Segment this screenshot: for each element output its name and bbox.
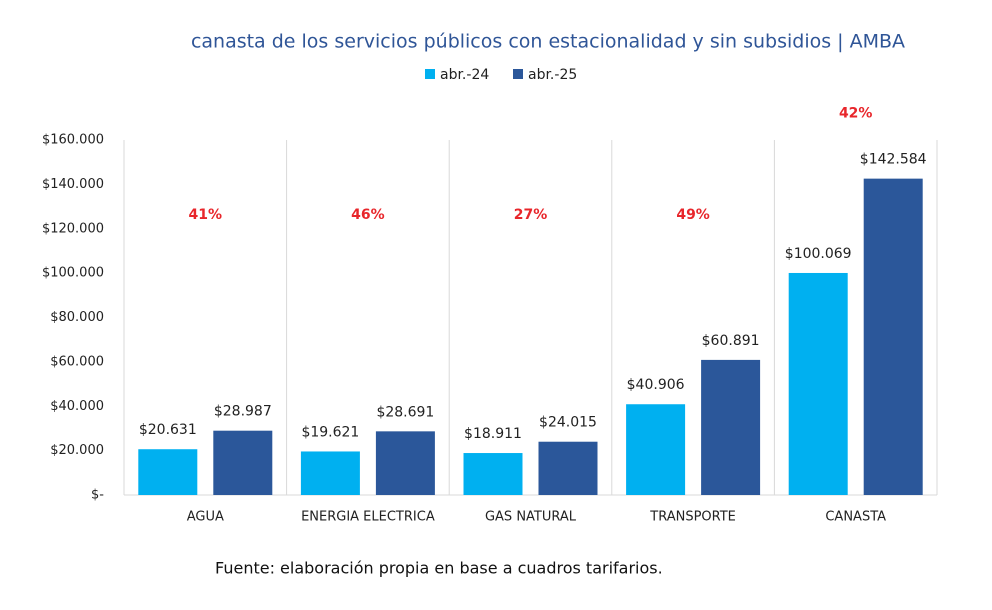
y-tick-label: $100.000 [42,266,104,281]
value-label: $142.584 [860,152,927,168]
change-label: 41% [189,207,223,223]
y-tick-label: $120.000 [42,221,104,236]
change-label: 42% [839,106,873,122]
x-tick-label: CANASTA [825,510,886,525]
x-tick-label: GAS NATURAL [485,510,577,525]
legend-swatch [425,69,435,79]
bar [375,431,435,495]
value-label: $24.015 [539,415,597,431]
legend-swatch [513,69,523,79]
x-tick-label: ENERGIA ELECTRICA [301,510,435,525]
value-label: $28.691 [376,404,434,420]
bar [626,404,686,495]
y-tick-label: $60.000 [50,354,104,369]
x-tick-label: AGUA [187,510,224,525]
legend-label: abr.-25 [528,67,577,83]
y-tick-label: $80.000 [50,310,104,325]
value-label: $20.631 [139,422,197,438]
value-label: $100.069 [785,246,852,262]
value-label: $19.621 [301,424,359,440]
change-label: 46% [351,207,385,223]
y-tick-label: $160.000 [42,133,104,148]
bar [213,430,273,495]
value-label: $60.891 [702,333,760,349]
bar [138,449,198,495]
bar [300,451,360,495]
chart-title: canasta de los servicios públicos con es… [191,31,905,53]
value-label: $28.987 [214,404,272,420]
change-label: 27% [514,207,548,223]
source-note: Fuente: elaboración propia en base a cua… [215,559,663,578]
y-tick-label: $- [91,488,104,503]
bar [538,441,598,495]
value-label: $40.906 [627,377,685,393]
bar [701,359,761,495]
y-tick-label: $40.000 [50,399,104,414]
bar [788,272,848,495]
bar [463,453,523,495]
y-tick-label: $20.000 [50,443,104,458]
change-label: 49% [676,207,710,223]
bar [863,178,923,495]
legend-label: abr.-24 [440,67,489,83]
y-tick-label: $140.000 [42,177,104,192]
value-label: $18.911 [464,426,522,442]
x-tick-label: TRANSPORTE [649,510,736,525]
